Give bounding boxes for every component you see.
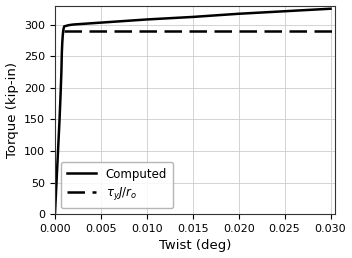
Computed [71, 23, 75, 26]
Computed [56, 156, 60, 159]
Computed [62, 27, 66, 30]
Computed [60, 41, 64, 44]
Computed [126, 19, 131, 22]
Computed [54, 194, 58, 197]
Computed [60, 51, 64, 54]
Computed [191, 15, 195, 19]
Computed [53, 213, 57, 216]
Computed [67, 23, 71, 27]
Computed [99, 21, 103, 24]
Computed [61, 29, 65, 33]
X-axis label: Twist (deg): Twist (deg) [159, 239, 231, 252]
Computed [61, 34, 65, 37]
Computed [62, 25, 66, 28]
Computed [80, 22, 84, 26]
Computed [59, 70, 63, 74]
Computed [57, 137, 61, 140]
Legend: Computed, $\tau_y J/r_o$: Computed, $\tau_y J/r_o$ [61, 162, 173, 208]
Y-axis label: Torque (kip-in): Torque (kip-in) [6, 62, 19, 158]
Computed [145, 18, 149, 21]
Computed [237, 12, 241, 15]
Computed [55, 175, 59, 178]
Computed [58, 96, 63, 99]
Computed [282, 10, 287, 13]
Computed [328, 7, 333, 10]
Computed [57, 118, 62, 121]
Line: Computed: Computed [55, 9, 331, 214]
